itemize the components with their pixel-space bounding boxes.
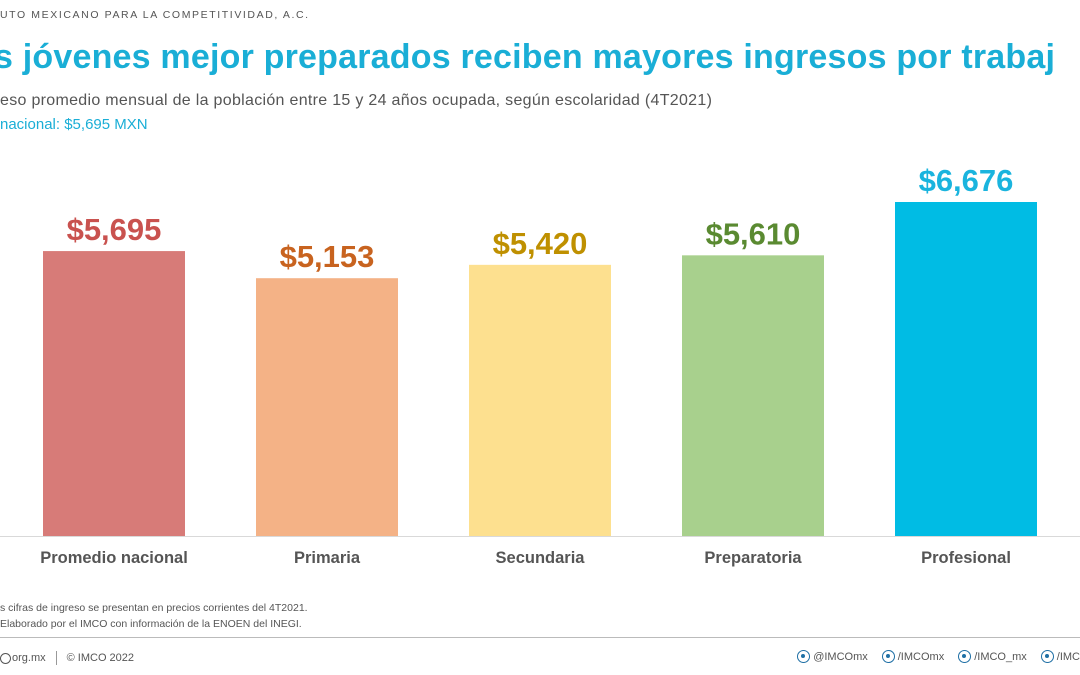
social-youtube[interactable]: /IMC xyxy=(1040,650,1080,663)
twitter-icon xyxy=(797,650,811,663)
bar-preparatoria xyxy=(682,255,824,536)
bar-primaria xyxy=(256,278,398,536)
data-label: $5,153 xyxy=(280,239,375,274)
social-instagram[interactable]: /IMCO_mx xyxy=(958,650,1027,663)
twitter-handle: @IMCOmx xyxy=(813,650,868,663)
data-label: $6,676 xyxy=(919,163,1014,198)
footer-left: org.mx © IMCO 2022 xyxy=(0,651,134,665)
data-label: $5,695 xyxy=(67,212,162,247)
copyright-text: © IMCO 2022 xyxy=(66,652,135,664)
note-line-2: Elaborado por el IMCO con información de… xyxy=(0,618,302,630)
bar-chart: $5,695 Promedio nacional $5,153 Primaria $5,… xyxy=(0,163,1080,567)
instagram-handle: /IMCO_mx xyxy=(974,650,1027,663)
website-link[interactable]: org.mx xyxy=(12,652,46,664)
bar-secundaria xyxy=(469,264,611,536)
social-twitter[interactable]: @IMCOmx xyxy=(797,650,868,663)
footer-separator xyxy=(55,651,57,665)
social-facebook[interactable]: /IMCOmx xyxy=(881,650,945,663)
national-average-label: nacional: $5,695 MXN xyxy=(0,116,148,133)
chart-subtitle: eso promedio mensual de la población ent… xyxy=(0,92,713,109)
bar-profesional xyxy=(895,202,1037,536)
facebook-handle: /IMCOmx xyxy=(897,650,945,663)
globe-icon xyxy=(0,652,11,664)
category-label: Promedio nacional xyxy=(40,549,188,567)
facebook-icon xyxy=(881,650,895,663)
organization-name: UTO MEXICANO PARA LA COMPETITIVIDAD, A.C… xyxy=(0,9,310,21)
youtube-handle: /IMC xyxy=(1056,650,1080,663)
category-label: Preparatoria xyxy=(704,549,802,567)
footer-divider xyxy=(0,637,1080,638)
category-label: Primaria xyxy=(294,549,361,567)
data-label: $5,420 xyxy=(493,226,588,261)
social-links: @IMCOmx /IMCOmx /IMCO_mx /IMC xyxy=(797,650,1080,663)
bar-promedio-nacional xyxy=(43,251,185,536)
category-label: Secundaria xyxy=(496,549,586,567)
data-label: $5,610 xyxy=(706,216,801,251)
instagram-icon xyxy=(958,650,972,663)
page-title: s jóvenes mejor preparados reciben mayor… xyxy=(0,38,1056,76)
category-label: Profesional xyxy=(921,549,1011,567)
note-line-1: s cifras de ingreso se presentan en prec… xyxy=(0,602,308,614)
youtube-icon xyxy=(1040,650,1054,663)
chart-notes: s cifras de ingreso se presentan en prec… xyxy=(0,600,308,632)
